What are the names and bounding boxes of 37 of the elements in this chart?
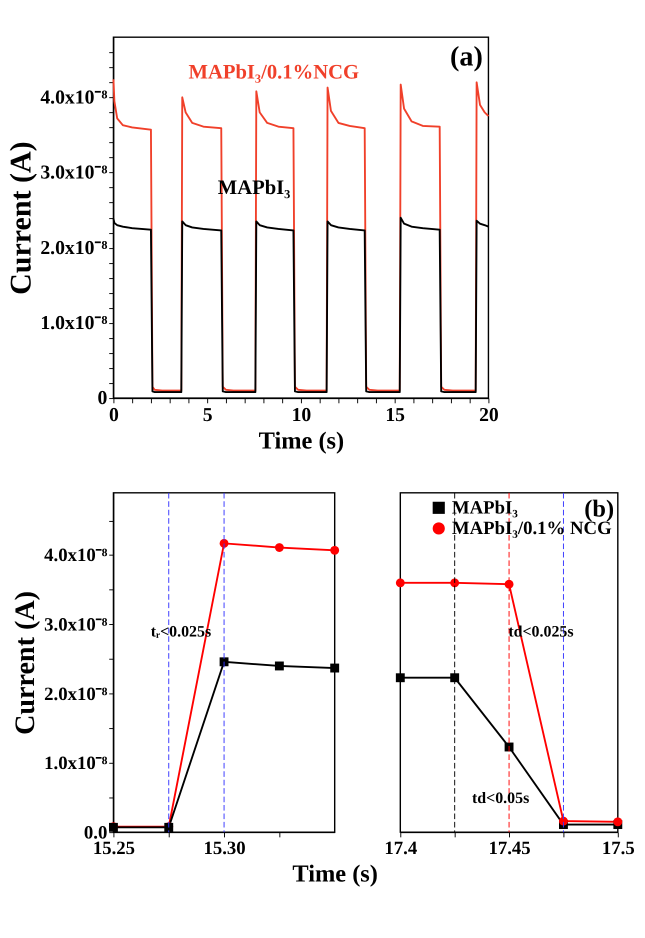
legend-label: MAPbI₃ bbox=[452, 497, 518, 518]
y-axis-title: Current (A) bbox=[4, 141, 38, 295]
series-label: MAPbI₃/0.1%NCG bbox=[188, 61, 359, 84]
x-tick-label: 17.4 bbox=[384, 838, 418, 860]
point bbox=[220, 657, 229, 666]
y-tick-label: 4.0x10⁻⁸ bbox=[40, 86, 108, 108]
y-tick-label: 1.0x10⁻⁸ bbox=[44, 753, 108, 774]
point bbox=[396, 673, 405, 682]
point bbox=[330, 664, 340, 672]
x-axis-title: Time (s) bbox=[292, 860, 378, 888]
y-tick-label: 2.0x10⁻⁸ bbox=[40, 236, 108, 259]
x-tick-label: 17.45 bbox=[488, 838, 531, 860]
x-tick-label: 20 bbox=[479, 404, 499, 426]
x-tick-label: 15.25 bbox=[92, 838, 135, 860]
point bbox=[504, 742, 514, 752]
x-tick-label: 15.30 bbox=[203, 838, 246, 860]
annotation: td<0.05s bbox=[472, 790, 530, 808]
point bbox=[558, 816, 568, 826]
point bbox=[274, 662, 284, 670]
y-tick-label: 1.0x10⁻⁸ bbox=[40, 312, 108, 334]
point bbox=[274, 543, 284, 552]
x-tick-label: 17.5 bbox=[602, 838, 635, 860]
x-axis-title: Time (s) bbox=[258, 427, 344, 454]
y-tick-label: 2.0x10⁻⁸ bbox=[44, 684, 108, 705]
point bbox=[396, 578, 405, 588]
point bbox=[450, 673, 460, 682]
y-tick-label: 4.0x10⁻⁸ bbox=[44, 545, 108, 566]
x-tick-label: 5 bbox=[202, 404, 213, 426]
annotation: (a) bbox=[450, 41, 483, 72]
y-tick-label: 3.0x10⁻⁸ bbox=[44, 614, 108, 636]
y-axis-title: Current (A) bbox=[10, 591, 42, 735]
x-tick-label: 15 bbox=[385, 404, 406, 426]
y-tick-label: 3.0x10⁻⁸ bbox=[40, 162, 108, 184]
point bbox=[330, 546, 340, 555]
x-tick-label: 10 bbox=[292, 404, 312, 426]
point bbox=[613, 817, 622, 826]
y-tick-label: 0 bbox=[98, 387, 108, 410]
